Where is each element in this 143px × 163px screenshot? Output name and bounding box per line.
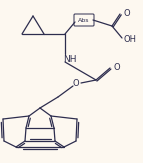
Text: O: O bbox=[73, 79, 79, 88]
Text: NH: NH bbox=[63, 55, 77, 64]
FancyBboxPatch shape bbox=[74, 14, 94, 26]
Text: O: O bbox=[113, 62, 120, 72]
Text: OH: OH bbox=[124, 36, 137, 44]
Text: O: O bbox=[123, 8, 130, 17]
Text: Abs: Abs bbox=[78, 17, 90, 22]
